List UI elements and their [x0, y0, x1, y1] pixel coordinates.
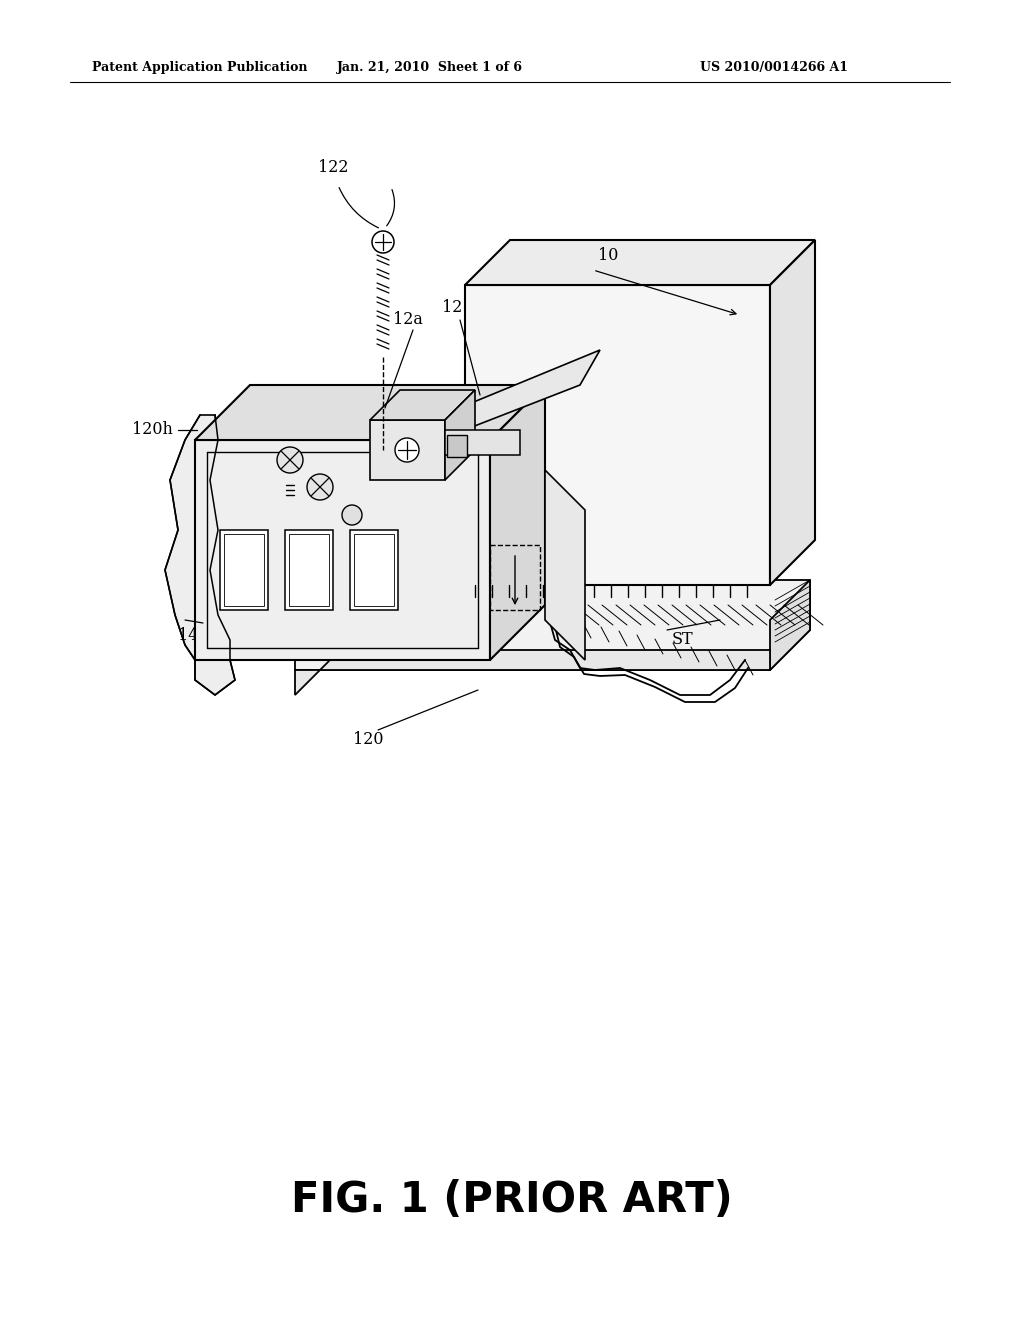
Polygon shape	[165, 414, 234, 696]
Polygon shape	[770, 240, 815, 585]
Circle shape	[395, 438, 419, 462]
Text: 120: 120	[352, 731, 383, 748]
Text: Patent Application Publication: Patent Application Publication	[92, 62, 307, 74]
Polygon shape	[545, 470, 585, 660]
Text: US 2010/0014266 A1: US 2010/0014266 A1	[700, 62, 848, 74]
Text: 10: 10	[598, 247, 618, 264]
Text: 12a: 12a	[393, 312, 423, 329]
Polygon shape	[490, 385, 545, 660]
Polygon shape	[770, 579, 810, 671]
Polygon shape	[195, 440, 490, 660]
Text: 12: 12	[441, 300, 462, 317]
Polygon shape	[465, 285, 770, 585]
Polygon shape	[370, 420, 445, 480]
Polygon shape	[295, 579, 810, 671]
Text: 120h: 120h	[132, 421, 173, 438]
Text: 122: 122	[317, 158, 348, 176]
Bar	[354, 535, 394, 606]
Bar	[490, 545, 540, 610]
Polygon shape	[370, 389, 475, 420]
Text: FIG. 1 (PRIOR ART): FIG. 1 (PRIOR ART)	[291, 1179, 733, 1221]
Text: Jan. 21, 2010  Sheet 1 of 6: Jan. 21, 2010 Sheet 1 of 6	[337, 62, 523, 74]
Bar	[224, 535, 264, 606]
Text: 140: 140	[178, 627, 208, 644]
Bar	[289, 535, 329, 606]
Polygon shape	[445, 389, 475, 480]
Bar	[350, 531, 398, 610]
Polygon shape	[400, 350, 600, 455]
Circle shape	[342, 506, 362, 525]
Circle shape	[307, 474, 333, 500]
Polygon shape	[465, 240, 815, 285]
Circle shape	[278, 447, 303, 473]
Circle shape	[372, 231, 394, 253]
Text: ST: ST	[672, 631, 693, 648]
Bar	[447, 436, 467, 457]
Bar	[220, 531, 268, 610]
Polygon shape	[295, 649, 770, 696]
Bar	[285, 531, 333, 610]
Polygon shape	[195, 385, 545, 440]
Polygon shape	[445, 430, 520, 455]
